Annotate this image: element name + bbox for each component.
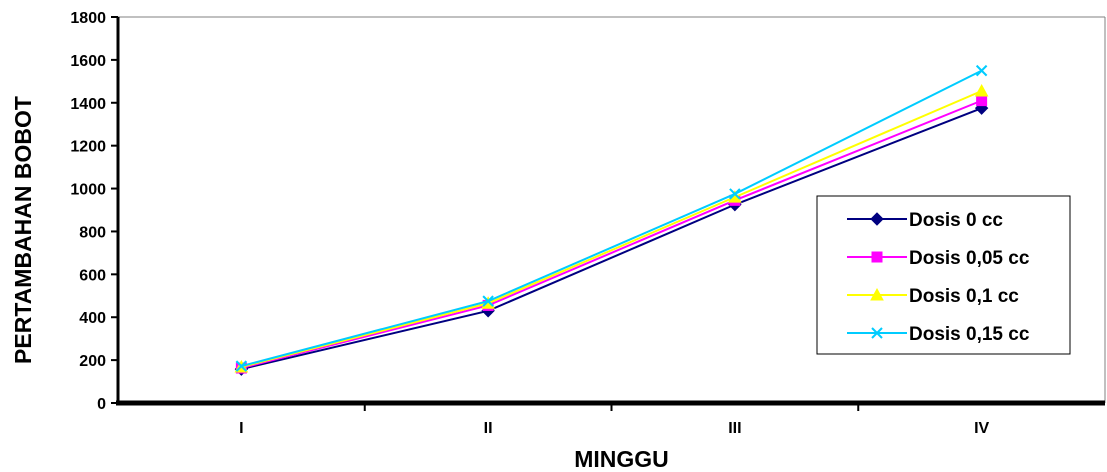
y-tick-label: 800	[79, 224, 106, 241]
x-tick-label: IV	[974, 420, 989, 437]
legend-label: Dosis 0 cc	[909, 210, 1003, 231]
legend-item: Dosis 0,05 cc	[847, 248, 1030, 269]
legend-item: Dosis 0,15 cc	[847, 324, 1030, 345]
series-line	[241, 90, 983, 368]
y-axis-ticks: 0 200 400 600 800 1000 1200 1400 1600 1800	[70, 10, 118, 413]
x-tick-label: II	[484, 420, 493, 437]
legend-marker	[871, 251, 883, 263]
legend-label: Dosis 0,15 cc	[909, 324, 1030, 345]
legend-marker	[870, 287, 884, 301]
legend-box	[816, 195, 1071, 355]
legend-item: Dosis 0,1 cc	[847, 286, 1019, 307]
y-tick-label: 1000	[70, 182, 106, 199]
x-axis-title: MINGGU	[574, 446, 669, 472]
y-tick-label: 1800	[70, 10, 106, 27]
series-line	[241, 107, 982, 371]
x-axis-ticks: I II III IV	[239, 403, 990, 437]
legend-label: Dosis 0,1 cc	[909, 286, 1019, 307]
legend-marker	[870, 212, 884, 226]
y-tick-label: 600	[79, 267, 106, 284]
legend-item: Dosis 0 cc	[847, 210, 1003, 231]
legend-marker	[871, 327, 883, 339]
series-line	[241, 99, 982, 370]
data-point	[235, 360, 248, 372]
y-tick-label: 1200	[70, 139, 106, 156]
series-3	[235, 64, 988, 372]
series-line	[241, 69, 983, 368]
y-tick-label: 1400	[70, 96, 106, 113]
series-layer	[234, 64, 989, 376]
y-tick-label: 400	[79, 310, 106, 327]
x-tick-label: III	[728, 420, 741, 437]
y-axis-title: PERTAMBAHAN BOBOT	[10, 96, 36, 364]
legend-label: Dosis 0,05 cc	[909, 248, 1030, 269]
data-point	[975, 64, 988, 77]
data-point	[974, 83, 989, 97]
data-point	[482, 295, 494, 307]
y-tick-label: 1600	[70, 53, 106, 70]
x-tick-label: I	[239, 420, 243, 437]
data-point	[976, 95, 988, 107]
legend: Dosis 0 cc Dosis 0,05 cc Dosis 0,1 cc Dosis…	[816, 195, 1071, 355]
data-point	[729, 188, 741, 200]
y-tick-label: 200	[79, 353, 106, 370]
y-tick-label: 0	[97, 396, 106, 413]
